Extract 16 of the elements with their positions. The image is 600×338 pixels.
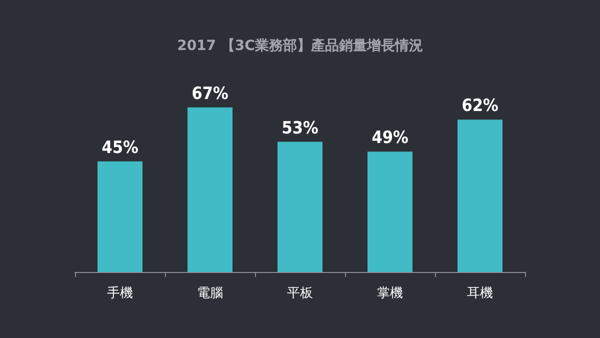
x-tick-label: 耳機 bbox=[467, 285, 493, 300]
x-tick-label: 掌機 bbox=[377, 285, 403, 300]
x-tick-label: 手機 bbox=[107, 285, 133, 300]
x-tick-label: 電腦 bbox=[197, 285, 223, 300]
data-label: 62% bbox=[462, 96, 498, 116]
chart-title: 2017 【3C業務部】產品銷量增長情況 bbox=[177, 37, 423, 54]
data-label: 49% bbox=[372, 128, 408, 148]
x-tick-label: 平板 bbox=[287, 285, 313, 300]
data-label: 53% bbox=[282, 118, 318, 138]
bar bbox=[368, 152, 412, 272]
bar bbox=[98, 161, 142, 272]
data-label: 67% bbox=[192, 84, 228, 104]
bar bbox=[278, 142, 322, 272]
bar bbox=[188, 107, 232, 272]
data-label: 45% bbox=[102, 138, 138, 158]
bar bbox=[458, 120, 502, 272]
